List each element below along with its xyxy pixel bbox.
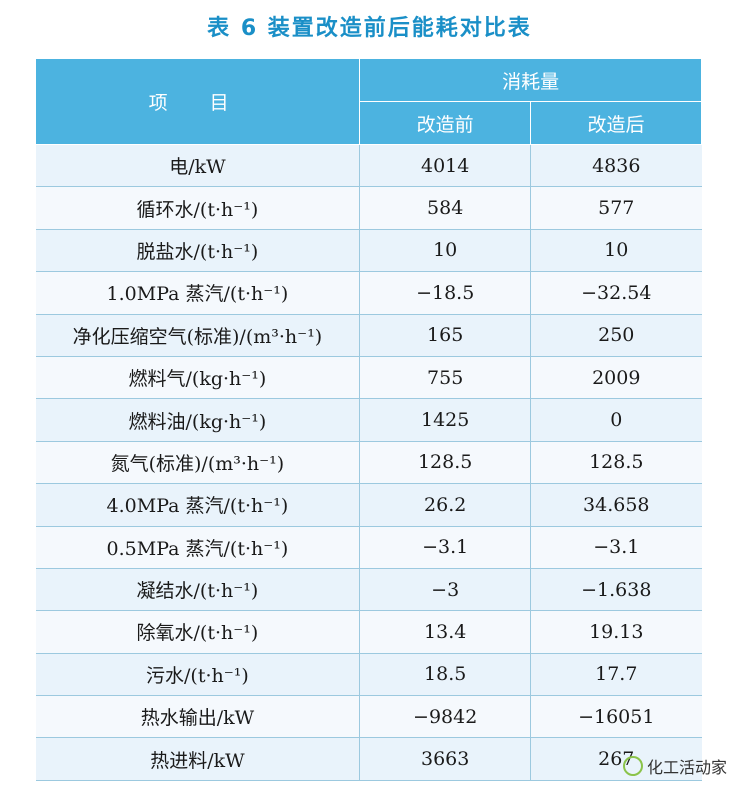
energy-comparison-table: 项 目 消耗量 改造前 改造后 电/kW 4014 4836 循环水/(t·h⁻¹) 5… [34, 58, 702, 781]
cell-item: 循环水/(t·h⁻¹) [35, 186, 361, 230]
cell-before: 165 [359, 313, 532, 357]
cell-after: −1.638 [530, 567, 702, 612]
cell-item: 4.0MPa 蒸汽/(t·h⁻¹) [35, 483, 361, 527]
cell-before: −18.5 [359, 271, 532, 315]
cell-before: 584 [359, 186, 532, 230]
cell-item: 热进料/kW [35, 737, 361, 781]
table-row: 除氧水/(t·h⁻¹) 13.4 19.13 [35, 610, 702, 654]
table-row: 净化压缩空气(标准)/(m³·h⁻¹) 165 250 [35, 313, 702, 357]
table-row: 电/kW 4014 4836 [35, 143, 702, 188]
table-row: 脱盐水/(t·h⁻¹) 10 10 [35, 228, 702, 273]
cell-before: 18.5 [359, 652, 532, 697]
table-row: 1.0MPa 蒸汽/(t·h⁻¹) −18.5 −32.54 [35, 271, 702, 315]
cell-after: 17.7 [530, 652, 702, 697]
watermark-text: 化工活动家 [646, 758, 727, 777]
table-row: 燃料油/(kg·h⁻¹) 1425 0 [35, 398, 702, 442]
table-row: 热进料/kW 3663 267 [35, 737, 702, 781]
cell-after: 128.5 [530, 440, 702, 485]
table-row: 4.0MPa 蒸汽/(t·h⁻¹) 26.2 34.658 [35, 483, 702, 527]
cell-before: 10 [359, 228, 532, 273]
cell-after: 34.658 [530, 483, 702, 527]
cell-before: 13.4 [359, 610, 532, 654]
cell-after: 250 [530, 313, 702, 357]
table-body: 电/kW 4014 4836 循环水/(t·h⁻¹) 584 577 脱盐水/(t·h⁻¹)… [35, 143, 702, 781]
cell-item: 净化压缩空气(标准)/(m³·h⁻¹) [35, 313, 361, 357]
cell-item: 1.0MPa 蒸汽/(t·h⁻¹) [35, 271, 361, 315]
cell-after: 19.13 [530, 610, 702, 654]
cell-after: 2009 [530, 355, 702, 400]
wechat-icon [622, 756, 643, 776]
cell-before: 1425 [359, 398, 532, 442]
cell-after: −3.1 [530, 525, 702, 569]
cell-item: 热水输出/kW [35, 695, 361, 739]
cell-after: −32.54 [530, 271, 702, 315]
table-title: 表 6 装置改造前后能耗对比表 [207, 16, 532, 41]
table-row: 污水/(t·h⁻¹) 18.5 17.7 [35, 652, 702, 697]
cell-item: 除氧水/(t·h⁻¹) [35, 610, 361, 654]
cell-item: 氮气(标准)/(m³·h⁻¹) [35, 440, 361, 485]
watermark: 化工活动家 [622, 754, 727, 778]
cell-before: 3663 [359, 737, 532, 781]
cell-after: 10 [530, 228, 702, 273]
cell-item: 污水/(t·h⁻¹) [35, 652, 361, 697]
cell-before: 755 [359, 355, 532, 400]
header-after: 改造后 [530, 101, 702, 145]
cell-item: 燃料油/(kg·h⁻¹) [35, 398, 361, 442]
cell-after: 0 [530, 398, 702, 442]
cell-after: 267 [530, 737, 702, 781]
cell-before: 128.5 [359, 440, 532, 485]
table-row: 0.5MPa 蒸汽/(t·h⁻¹) −3.1 −3.1 [35, 525, 702, 569]
cell-after: 4836 [530, 143, 702, 188]
cell-before: −3.1 [359, 525, 532, 569]
table-row: 热水输出/kW −9842 −16051 [35, 695, 702, 739]
table-row: 循环水/(t·h⁻¹) 584 577 [35, 186, 702, 230]
header-item: 项 目 [34, 58, 361, 145]
cell-item: 电/kW [35, 143, 361, 188]
cell-before: −3 [359, 567, 532, 612]
header-consumption: 消耗量 [359, 58, 702, 102]
cell-item: 0.5MPa 蒸汽/(t·h⁻¹) [35, 525, 361, 569]
cell-item: 燃料气/(kg·h⁻¹) [35, 355, 361, 400]
table-row: 燃料气/(kg·h⁻¹) 755 2009 [35, 355, 702, 400]
cell-before: 4014 [359, 143, 532, 188]
table-row: 凝结水/(t·h⁻¹) −3 −1.638 [35, 567, 702, 612]
cell-item: 脱盐水/(t·h⁻¹) [35, 228, 361, 273]
cell-after: 577 [530, 186, 702, 230]
cell-before: 26.2 [359, 483, 532, 527]
header-before: 改造前 [359, 101, 532, 145]
cell-after: −16051 [530, 695, 702, 739]
cell-item: 凝结水/(t·h⁻¹) [35, 567, 361, 612]
table-row: 氮气(标准)/(m³·h⁻¹) 128.5 128.5 [35, 440, 702, 485]
cell-before: −9842 [359, 695, 532, 739]
